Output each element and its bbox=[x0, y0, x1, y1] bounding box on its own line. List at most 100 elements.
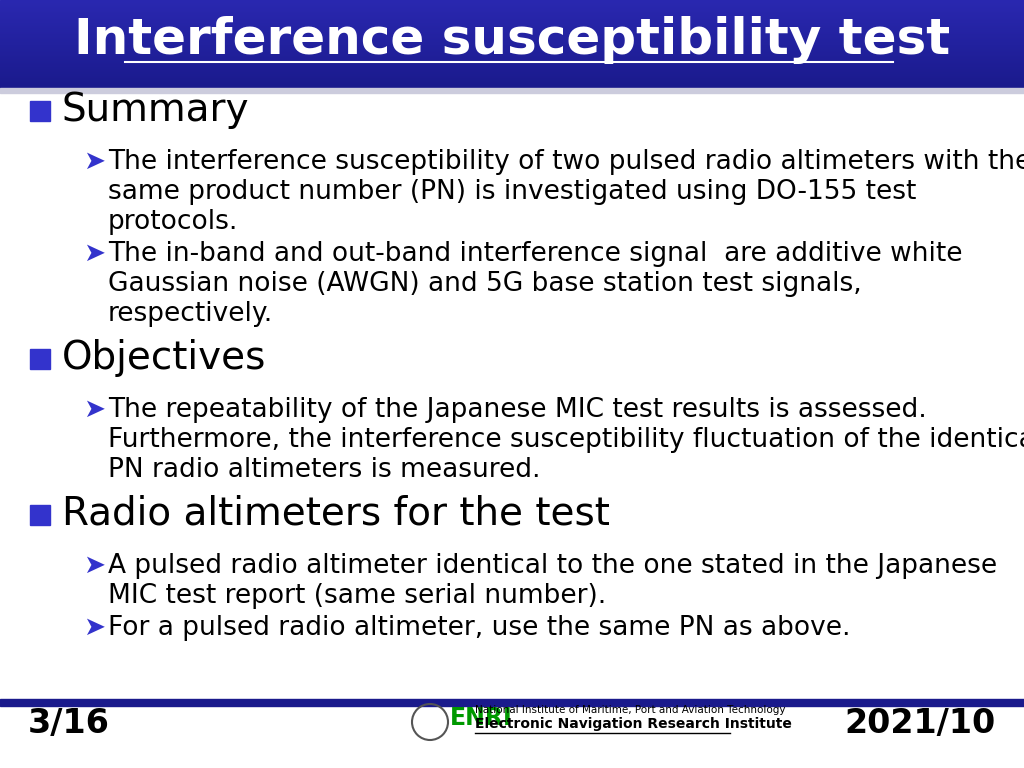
Text: 3/16: 3/16 bbox=[28, 707, 110, 740]
Bar bbox=[0, 74, 1024, 76]
Bar bbox=[0, 85, 1024, 86]
Text: A pulsed radio altimeter identical to the one stated in the Japanese: A pulsed radio altimeter identical to th… bbox=[108, 553, 997, 578]
Bar bbox=[0, 30, 1024, 31]
Bar bbox=[0, 82, 1024, 83]
Bar bbox=[0, 14, 1024, 15]
Bar bbox=[0, 18, 1024, 19]
Bar bbox=[0, 8, 1024, 10]
Bar bbox=[0, 31, 1024, 32]
Bar bbox=[0, 38, 1024, 40]
Bar bbox=[0, 62, 1024, 64]
Text: MIC test report (same serial number).: MIC test report (same serial number). bbox=[108, 583, 606, 608]
Text: ENRI: ENRI bbox=[450, 706, 513, 730]
Text: The repeatability of the Japanese MIC test results is assessed.: The repeatability of the Japanese MIC te… bbox=[108, 397, 927, 422]
Bar bbox=[0, 36, 1024, 37]
Bar bbox=[0, 59, 1024, 60]
Bar bbox=[0, 50, 1024, 51]
Bar bbox=[0, 87, 1024, 88]
Text: ➤: ➤ bbox=[83, 553, 105, 578]
Bar bbox=[0, 24, 1024, 25]
Text: same product number (PN) is investigated using DO-155 test: same product number (PN) is investigated… bbox=[108, 179, 916, 205]
Text: The interference susceptibility of two pulsed radio altimeters with the: The interference susceptibility of two p… bbox=[108, 149, 1024, 175]
Bar bbox=[0, 57, 1024, 58]
Bar bbox=[0, 72, 1024, 73]
Text: ➤: ➤ bbox=[83, 614, 105, 641]
Text: protocols.: protocols. bbox=[108, 209, 239, 235]
Bar bbox=[30, 349, 50, 369]
Text: Interference susceptibility test: Interference susceptibility test bbox=[74, 16, 950, 64]
Bar bbox=[0, 29, 1024, 30]
Bar bbox=[0, 43, 1024, 44]
Bar bbox=[0, 16, 1024, 17]
Bar bbox=[0, 48, 1024, 49]
Bar bbox=[0, 6, 1024, 7]
Bar bbox=[0, 25, 1024, 26]
Bar bbox=[0, 77, 1024, 78]
Bar bbox=[0, 26, 1024, 28]
Text: Summary: Summary bbox=[62, 91, 250, 129]
Bar bbox=[0, 35, 1024, 36]
Bar bbox=[0, 68, 1024, 70]
Bar bbox=[0, 53, 1024, 54]
Bar bbox=[0, 0, 1024, 1]
Bar bbox=[0, 45, 1024, 46]
Bar bbox=[0, 12, 1024, 13]
Bar bbox=[0, 64, 1024, 65]
Bar bbox=[0, 80, 1024, 81]
Bar bbox=[0, 15, 1024, 16]
Bar bbox=[0, 79, 1024, 80]
Text: 2021/10: 2021/10 bbox=[845, 707, 996, 740]
Bar bbox=[0, 47, 1024, 48]
Bar bbox=[0, 65, 1024, 66]
Text: ➤: ➤ bbox=[83, 149, 105, 175]
Bar bbox=[0, 32, 1024, 34]
Text: National Institute of Maritime, Port and Aviation Technology: National Institute of Maritime, Port and… bbox=[475, 705, 785, 715]
Bar bbox=[0, 40, 1024, 41]
Bar bbox=[0, 10, 1024, 11]
Bar bbox=[0, 49, 1024, 50]
Bar bbox=[0, 88, 1024, 93]
Text: The in-band and out-band interference signal  are additive white: The in-band and out-band interference si… bbox=[108, 241, 963, 266]
Bar bbox=[0, 13, 1024, 14]
Text: Objectives: Objectives bbox=[62, 339, 266, 377]
Bar bbox=[0, 41, 1024, 42]
Bar bbox=[0, 70, 1024, 71]
Bar bbox=[0, 78, 1024, 79]
Bar bbox=[0, 81, 1024, 82]
Bar bbox=[0, 19, 1024, 20]
Text: Furthermore, the interference susceptibility fluctuation of the identical: Furthermore, the interference susceptibi… bbox=[108, 427, 1024, 453]
Text: PN radio altimeters is measured.: PN radio altimeters is measured. bbox=[108, 457, 541, 483]
Bar bbox=[0, 71, 1024, 72]
Bar bbox=[0, 22, 1024, 23]
Bar bbox=[0, 51, 1024, 52]
Bar bbox=[0, 66, 1024, 67]
Bar bbox=[0, 67, 1024, 68]
Text: For a pulsed radio altimeter, use the same PN as above.: For a pulsed radio altimeter, use the sa… bbox=[108, 614, 851, 641]
Bar bbox=[0, 84, 1024, 85]
Bar bbox=[0, 52, 1024, 53]
Bar bbox=[30, 101, 50, 121]
Bar bbox=[0, 44, 1024, 45]
Bar bbox=[0, 55, 1024, 56]
Bar bbox=[30, 505, 50, 525]
Bar bbox=[0, 34, 1024, 35]
Bar bbox=[0, 7, 1024, 8]
Bar bbox=[0, 58, 1024, 59]
Bar bbox=[0, 42, 1024, 43]
Bar bbox=[0, 11, 1024, 12]
Bar bbox=[0, 60, 1024, 61]
Bar bbox=[0, 28, 1024, 29]
Bar bbox=[0, 20, 1024, 22]
Bar bbox=[0, 17, 1024, 18]
Bar bbox=[0, 83, 1024, 84]
Bar bbox=[0, 76, 1024, 77]
Bar bbox=[0, 56, 1024, 57]
Bar bbox=[0, 86, 1024, 87]
Text: Electronic Navigation Research Institute: Electronic Navigation Research Institute bbox=[475, 717, 792, 731]
Bar bbox=[0, 4, 1024, 5]
Bar bbox=[0, 37, 1024, 38]
Text: Gaussian noise (AWGN) and 5G base station test signals,: Gaussian noise (AWGN) and 5G base statio… bbox=[108, 271, 862, 297]
Bar bbox=[0, 5, 1024, 6]
Text: respectively.: respectively. bbox=[108, 301, 273, 327]
Text: ➤: ➤ bbox=[83, 397, 105, 422]
